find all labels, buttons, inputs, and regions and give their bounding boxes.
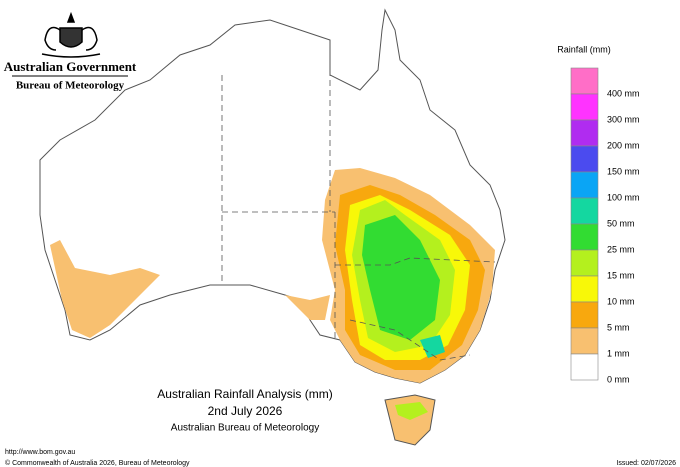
legend-swatch: [570, 145, 599, 173]
map-date: 2nd July 2026: [208, 404, 283, 418]
map-title: Australian Rainfall Analysis (mm): [157, 387, 332, 401]
legend: 400 mm 300 mm 200 mm 150 mm 100 mm 50 mm 25 mm…: [570, 67, 640, 384]
legend-label: 150 mm: [607, 166, 640, 176]
legend-label: 400 mm: [607, 88, 640, 98]
coat-of-arms: [41, 11, 101, 58]
legend-label: 100 mm: [607, 192, 640, 202]
legend-swatch: [570, 171, 599, 199]
legend-swatch: [570, 93, 599, 121]
legend-label: 1 mm: [607, 348, 630, 358]
legend-label: 50 mm: [607, 218, 635, 228]
legend-swatch: [570, 353, 599, 381]
agency-name: Bureau of Meteorology: [16, 80, 125, 92]
legend-label: 300 mm: [607, 114, 640, 124]
legend-label: 200 mm: [607, 140, 640, 150]
legend-label: 25 mm: [607, 244, 635, 254]
map-source: Australian Bureau of Meteorology: [171, 423, 319, 434]
legend-swatch: [570, 327, 599, 355]
footer-url: http://www.bom.gov.au: [5, 449, 75, 456]
legend-swatch: [570, 197, 599, 225]
legend-label: 5 mm: [607, 322, 630, 332]
australia-map: [39, 8, 506, 446]
legend-label: 15 mm: [607, 270, 635, 280]
footer-copyright: © Commonwealth of Australia 2026, Bureau…: [5, 459, 190, 467]
legend-swatch: [570, 249, 599, 277]
legend-label: 0 mm: [607, 374, 630, 384]
legend-swatch: [570, 223, 599, 251]
legend-label: 10 mm: [607, 296, 635, 306]
legend-title: Rainfall (mm): [557, 44, 611, 54]
legend-swatch: [570, 275, 599, 303]
legend-swatch: [570, 301, 599, 329]
footer-issued: Issued: 02/07/2026: [616, 460, 676, 467]
legend-swatch: [570, 119, 599, 147]
legend-swatch: [570, 67, 599, 95]
government-name: Australian Government: [4, 59, 137, 74]
